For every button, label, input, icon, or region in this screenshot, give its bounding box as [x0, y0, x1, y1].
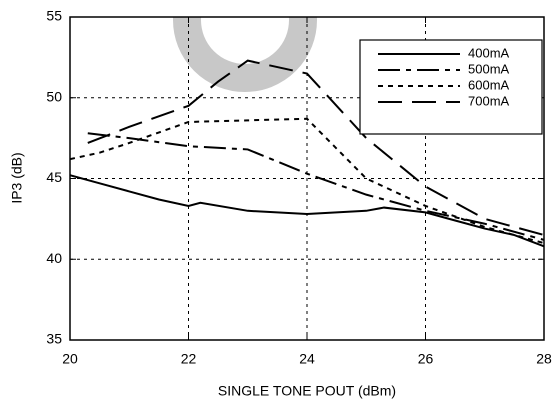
x-tick-label: 20 [62, 351, 78, 367]
legend-label: 400mA [468, 45, 510, 60]
legend-label: 500mA [468, 61, 510, 76]
y-tick-label: 55 [46, 8, 62, 24]
series-line [87, 132, 544, 241]
x-tick-label: 26 [418, 351, 434, 367]
watermark [173, 17, 317, 92]
watermark-ring [173, 17, 317, 92]
x-tick-label: 22 [181, 351, 197, 367]
series-line [87, 59, 544, 236]
y-tick-label: 50 [46, 88, 62, 104]
y-tick-label: 35 [46, 331, 62, 347]
x-tick-label: 28 [536, 351, 552, 367]
legend-label: 700mA [468, 93, 510, 108]
y-tick-label: 40 [46, 250, 62, 266]
series-line [70, 174, 544, 248]
plot-frame [69, 16, 545, 341]
x-axis-label: SINGLE TONE POUT (dBm) [218, 383, 396, 399]
series-line [70, 117, 544, 245]
legend-label: 600mA [468, 77, 510, 92]
y-tick-label: 45 [46, 169, 62, 185]
x-tick-label: 24 [299, 351, 315, 367]
y-axis-label: IP3 (dB) [9, 152, 25, 203]
